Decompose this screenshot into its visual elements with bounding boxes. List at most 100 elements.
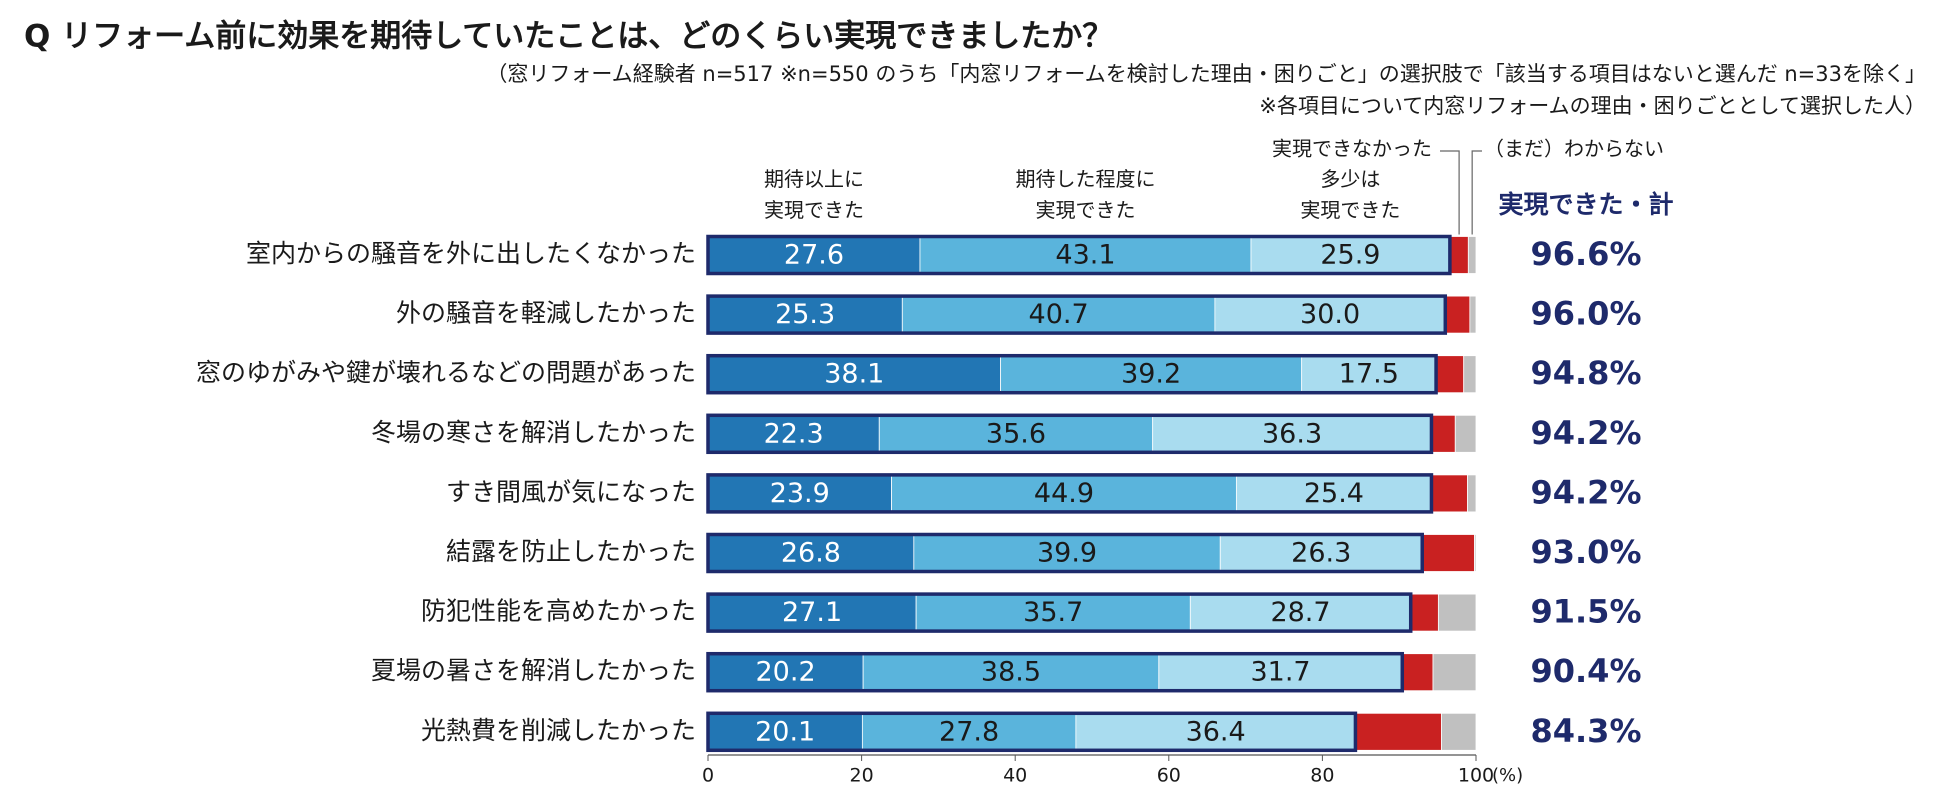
bar-segment [1421, 534, 1475, 572]
bar-segment [1435, 355, 1465, 394]
data-label: 27.1 [782, 597, 842, 628]
bar-segment [1437, 593, 1477, 632]
data-label: 25.9 [1320, 240, 1380, 271]
total-label: 96.6% [1530, 235, 1641, 273]
category-label: 室内からの騒音を外に出したくなかった [246, 239, 696, 268]
chart-subtitle: （窓リフォーム経験者 n=517 ※n=550 のうち「内窓リフォームを検討した… [486, 62, 1926, 86]
bar-segment [861, 712, 1077, 751]
bar-segment [1474, 534, 1477, 572]
bar-segment [891, 474, 1237, 513]
data-label: 26.3 [1291, 538, 1351, 569]
bar-segment [1219, 534, 1423, 572]
bar-segment [1152, 414, 1432, 453]
bar-segment [1355, 712, 1442, 751]
bar-segment [707, 653, 864, 692]
x-unit: (%) [1492, 765, 1523, 786]
bar-segment [1467, 474, 1477, 513]
data-label: 26.8 [781, 538, 841, 569]
realized-outline [706, 353, 1438, 395]
realized-outline [706, 711, 1358, 753]
bar-segment [1250, 236, 1451, 274]
category-label: 結露を防止したかった [446, 537, 696, 566]
bar-segment [1431, 474, 1468, 513]
bar-segment [1441, 712, 1477, 751]
data-label: 36.4 [1186, 716, 1246, 747]
chart-subtitle: ※各項目について内窓リフォームの理由・困りごととして選択した人） [1259, 94, 1926, 118]
realized-outline [706, 473, 1434, 514]
data-label: 36.3 [1262, 418, 1322, 449]
realized-outline [706, 234, 1452, 276]
x-tick-label: 100 [1458, 765, 1494, 787]
data-label: 35.6 [986, 418, 1046, 449]
x-tick-label: 20 [850, 765, 874, 787]
bar-segment [913, 534, 1221, 572]
bar-segment [919, 236, 1252, 274]
realized-outline [706, 294, 1448, 335]
bar-segment [1454, 414, 1477, 453]
data-label: 25.3 [775, 299, 835, 330]
data-label: 38.5 [981, 657, 1041, 688]
bar-segment [1432, 653, 1477, 692]
data-label: 28.7 [1270, 597, 1330, 628]
total-label: 94.2% [1530, 473, 1641, 511]
category-label: 防犯性能を高めたかった [421, 597, 696, 626]
bar-segment [707, 534, 915, 572]
data-label: 23.9 [770, 478, 830, 509]
bar-segment [1189, 593, 1412, 632]
data-label: 43.1 [1055, 240, 1115, 271]
bar-segment [901, 295, 1216, 334]
bar-segment [1431, 414, 1456, 453]
category-label: 冬場の寒さを解消したかった [371, 418, 696, 447]
x-tick-label: 0 [702, 765, 714, 787]
data-label: 17.5 [1339, 359, 1399, 390]
bar-segment [707, 593, 917, 632]
total-label: 94.2% [1530, 414, 1641, 452]
legend-label: 実現できなかった [1272, 137, 1432, 161]
category-label: 窓のゆがみや鍵が壊れるなどの問題があった [196, 358, 696, 387]
category-label: 夏場の暑さを解消したかった [371, 656, 696, 685]
bar-segment [1301, 355, 1437, 394]
realized-outline [706, 592, 1413, 633]
bar-segment [1444, 295, 1471, 334]
realized-outline [706, 532, 1424, 574]
bar-segment [1469, 295, 1477, 334]
bar-segment [1000, 355, 1303, 394]
x-tick-label: 60 [1157, 765, 1181, 787]
total-label: 90.4% [1530, 652, 1641, 690]
total-label: 93.0% [1530, 533, 1641, 571]
legend-label: 多少は実現できた [1300, 167, 1400, 222]
data-label: 27.6 [784, 240, 844, 271]
total-label: 96.0% [1530, 295, 1641, 333]
data-label: 31.7 [1250, 657, 1310, 688]
data-label: 38.1 [824, 359, 884, 390]
bar-segment [1401, 653, 1434, 692]
data-label: 35.7 [1023, 597, 1083, 628]
data-label: 25.4 [1304, 478, 1364, 509]
totals-header: 実現できた・計 [1498, 190, 1673, 219]
realized-outline [706, 651, 1405, 693]
data-label: 22.3 [764, 418, 824, 449]
data-label: 40.7 [1029, 299, 1089, 330]
legend-label: （まだ）わからない [1484, 137, 1664, 161]
x-tick-label: 40 [1003, 765, 1027, 787]
data-label: 27.8 [939, 716, 999, 747]
legend-leader [1440, 150, 1460, 235]
total-label: 84.3% [1530, 712, 1641, 750]
bar-segment [1449, 236, 1469, 274]
bar-segment [707, 414, 880, 453]
data-label: 39.9 [1037, 538, 1097, 569]
bar-segment [915, 593, 1191, 632]
data-label: 44.9 [1034, 478, 1094, 509]
data-label: 20.2 [756, 657, 816, 688]
bar-segment [707, 712, 863, 751]
chart-title: Q リフォーム前に効果を期待していたことは、どのくらい実現できましたか？ [24, 19, 1113, 55]
x-tick-label: 80 [1310, 765, 1334, 787]
bar-segment [1463, 355, 1477, 394]
bar-segment [1410, 593, 1439, 632]
legend-leader [1471, 150, 1482, 235]
realized-outline [706, 413, 1434, 455]
category-label: 外の騒音を軽減したかった [396, 299, 696, 328]
data-label: 30.0 [1300, 299, 1360, 330]
